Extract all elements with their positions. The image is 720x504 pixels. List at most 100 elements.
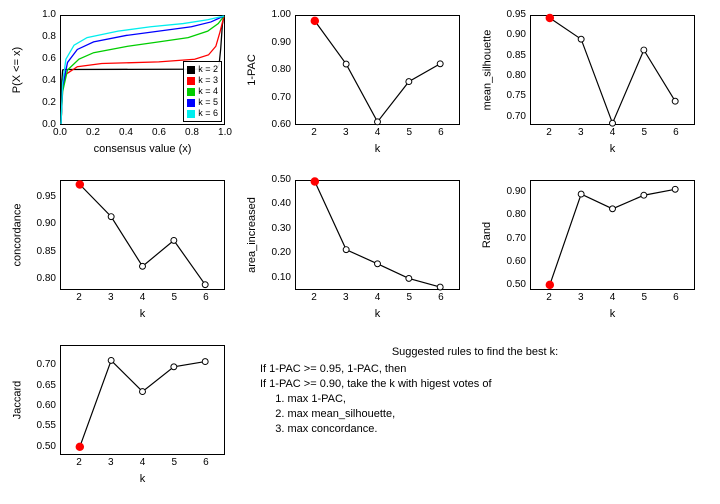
xtick: 2 xyxy=(304,127,324,138)
ytick: 0.50 xyxy=(500,279,526,290)
xtick: 4 xyxy=(368,292,388,303)
legend-swatch xyxy=(187,88,195,96)
xtick: 0.4 xyxy=(116,127,136,138)
ecdf-ylabel: P(X <= x) xyxy=(10,15,24,125)
best-k-marker xyxy=(546,14,554,21)
rand-ylabel: Rand xyxy=(480,180,494,290)
metric-marker xyxy=(202,359,208,365)
ytick: 0.6 xyxy=(36,53,56,64)
metric-marker xyxy=(406,79,412,85)
legend-item: k = 5 xyxy=(187,97,218,108)
one_minus_pac-svg xyxy=(296,16,459,124)
legend-label: k = 3 xyxy=(198,75,218,86)
ytick: 0.70 xyxy=(500,233,526,244)
ytick: 0.80 xyxy=(265,64,291,75)
xtick: 0.2 xyxy=(83,127,103,138)
area_increased-xlabel: k xyxy=(295,308,460,320)
best-k-marker xyxy=(546,281,554,288)
ytick: 0.70 xyxy=(265,92,291,103)
metric-marker xyxy=(343,247,349,253)
metric-marker xyxy=(202,282,208,288)
metric-marker xyxy=(108,357,114,363)
metric-marker xyxy=(140,263,146,269)
ytick: 1.0 xyxy=(36,9,56,20)
ytick: 0.90 xyxy=(500,186,526,197)
legend-label: k = 5 xyxy=(198,97,218,108)
metric-marker xyxy=(171,364,177,370)
xtick: 1.0 xyxy=(215,127,235,138)
legend-item: k = 2 xyxy=(187,64,218,75)
metric-marker xyxy=(406,275,412,281)
jaccard-plot-box xyxy=(60,345,225,455)
xtick: 5 xyxy=(634,292,654,303)
ytick: 0.50 xyxy=(265,174,291,185)
ytick: 0.0 xyxy=(36,119,56,130)
ecdf-plot-box: k = 2k = 3k = 4k = 5k = 6 xyxy=(60,15,225,125)
xtick: 4 xyxy=(133,457,153,468)
xtick: 3 xyxy=(101,292,121,303)
ytick: 0.80 xyxy=(30,273,56,284)
ytick: 0.2 xyxy=(36,97,56,108)
ytick: 0.60 xyxy=(265,119,291,130)
legend-swatch xyxy=(187,99,195,107)
metric-marker xyxy=(672,186,678,192)
ecdf-xlabel: consensus value (x) xyxy=(60,143,225,155)
metric-marker xyxy=(610,206,616,212)
ytick: 0.95 xyxy=(30,191,56,202)
panel-concordance: concordance234560.800.850.900.95k xyxy=(10,170,235,330)
legend-item: k = 3 xyxy=(187,75,218,86)
metric-marker xyxy=(672,98,678,104)
rand-svg xyxy=(531,181,694,289)
area_increased-plot-box xyxy=(295,180,460,290)
ytick: 0.65 xyxy=(30,380,56,391)
jaccard-ylabel: Jaccard xyxy=(10,345,24,455)
ytick: 0.55 xyxy=(30,420,56,431)
ytick: 0.95 xyxy=(500,9,526,20)
xtick: 6 xyxy=(196,457,216,468)
metric-marker xyxy=(578,191,584,197)
xtick: 2 xyxy=(69,457,89,468)
figure-grid: P(X <= x) k = 2k = 3k = 4k = 5k = 6 0.0 0… xyxy=(0,0,720,504)
panel-ecdf: P(X <= x) k = 2k = 3k = 4k = 5k = 6 0.0 0… xyxy=(10,5,235,165)
metric-marker xyxy=(578,36,584,42)
xtick: 3 xyxy=(571,127,591,138)
legend-swatch xyxy=(187,66,195,74)
concordance-ylabel: concordance xyxy=(10,180,24,290)
rand-plot-box xyxy=(530,180,695,290)
concordance-plot-box xyxy=(60,180,225,290)
metric-line xyxy=(550,18,675,123)
ytick: 0.60 xyxy=(30,400,56,411)
ecdf-legend: k = 2k = 3k = 4k = 5k = 6 xyxy=(183,61,222,122)
xtick: 4 xyxy=(603,127,623,138)
ytick: 0.60 xyxy=(500,256,526,267)
one_minus_pac-ylabel: 1-PAC xyxy=(245,15,259,125)
xtick: 2 xyxy=(69,292,89,303)
legend-label: k = 6 xyxy=(198,108,218,119)
legend-item: k = 6 xyxy=(187,108,218,119)
ytick: 0.70 xyxy=(30,359,56,370)
area_increased-ylabel: area_increased xyxy=(245,180,259,290)
ytick: 0.85 xyxy=(30,246,56,257)
xtick: 2 xyxy=(539,292,559,303)
best-k-marker xyxy=(76,181,84,188)
ytick: 0.80 xyxy=(500,209,526,220)
metric-marker xyxy=(375,261,381,267)
xtick: 0.8 xyxy=(182,127,202,138)
xtick: 3 xyxy=(336,127,356,138)
mean_silhouette-svg xyxy=(531,16,694,124)
panel-mean-silhouette: mean_silhouette234560.700.750.800.850.90… xyxy=(480,5,705,165)
ytick: 0.20 xyxy=(265,247,291,258)
metric-line xyxy=(315,181,440,287)
xtick: 5 xyxy=(399,127,419,138)
concordance-xlabel: k xyxy=(60,308,225,320)
ytick: 0.90 xyxy=(500,29,526,40)
ytick: 0.30 xyxy=(265,223,291,234)
xtick: 0.6 xyxy=(149,127,169,138)
xtick: 5 xyxy=(164,457,184,468)
xtick: 4 xyxy=(133,292,153,303)
xtick: 2 xyxy=(304,292,324,303)
xtick: 4 xyxy=(603,292,623,303)
ytick: 1.00 xyxy=(265,9,291,20)
jaccard-svg xyxy=(61,346,224,454)
ytick: 0.90 xyxy=(30,218,56,229)
